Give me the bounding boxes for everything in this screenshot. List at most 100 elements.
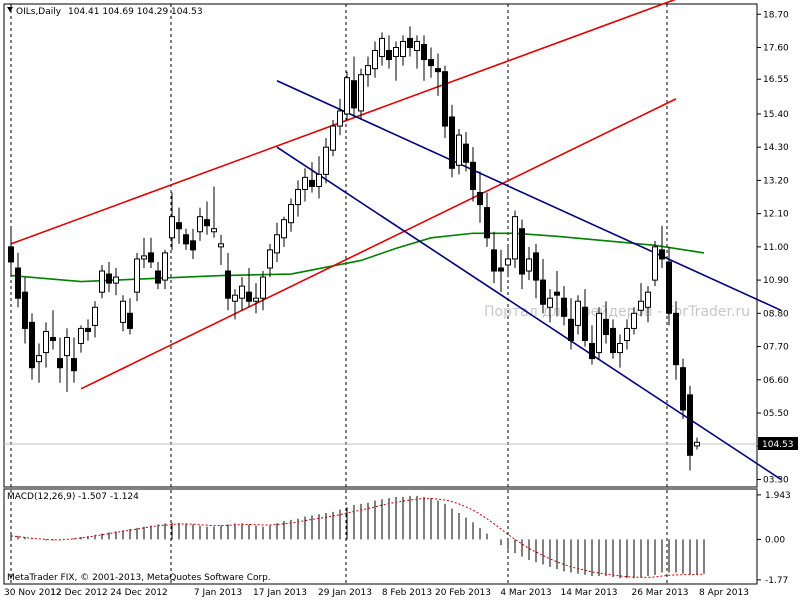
candle-body (694, 441, 700, 447)
candle-body (162, 252, 168, 281)
date-tick-label: 14 Mar 2013 (560, 588, 617, 598)
candle-body (50, 336, 56, 341)
macd-tick-label: 1.943 (765, 491, 791, 501)
candle-body (505, 258, 511, 266)
candle-body (71, 358, 77, 372)
candle-body (358, 74, 364, 112)
candle-body (687, 394, 693, 456)
blue-channel-lower (276, 146, 782, 481)
price-panel-frame (3, 3, 758, 488)
collapse-arrow-icon[interactable] (7, 7, 13, 12)
date-tick-label: 29 Jan 2013 (318, 588, 372, 598)
copyright: MetaTrader FIX, © 2001-2013, MetaQuotes … (7, 573, 271, 583)
candle-body (680, 367, 686, 411)
candle-body (15, 267, 21, 299)
price-tick-label: 08.80 (763, 309, 789, 319)
candle-body (232, 294, 238, 302)
candle-body (309, 179, 315, 187)
price-tick-label: 10.90 (763, 276, 789, 286)
candle-body (379, 37, 385, 58)
candle-body (246, 291, 252, 302)
macd-label: MACD(12,26,9) (7, 492, 75, 502)
date-tick-label: 8 Feb 2013 (382, 588, 432, 598)
candle-body (204, 219, 210, 227)
candle-body (554, 291, 560, 296)
date-tick-label: 26 Mar 2013 (631, 588, 688, 598)
candle-body (134, 258, 140, 293)
candle-body (456, 134, 462, 166)
candle-body (477, 191, 483, 206)
candle-body (155, 270, 161, 284)
candle-body (260, 276, 266, 299)
price-tick-label: 15.40 (763, 110, 789, 120)
candle-body (330, 125, 336, 151)
candle-body (610, 327, 616, 354)
candle-body (652, 246, 658, 281)
candle-body (316, 173, 322, 187)
candle-body (365, 65, 371, 76)
candle-body (659, 249, 665, 260)
watermark: Портал для трейдеров - ForTrader.ru (484, 304, 750, 320)
candle-body (449, 116, 455, 169)
candle-body (106, 273, 112, 284)
price-tick-label: 05.50 (763, 409, 789, 419)
candle-body (407, 37, 413, 48)
macd-signal-line (10, 498, 705, 578)
price-tick-label: 13.20 (763, 176, 789, 186)
candle-body (8, 246, 14, 263)
candle-body (225, 270, 231, 299)
candle-body (323, 146, 329, 175)
candle-body (127, 312, 133, 329)
candle-body (239, 285, 245, 299)
candle-body (351, 80, 357, 109)
price-tick-label: 12.10 (763, 210, 789, 220)
macd-tick-label: -1.77 (765, 576, 788, 586)
candle-body (533, 252, 539, 281)
candle-body (288, 204, 294, 224)
candle-body (596, 312, 602, 354)
candle-body (540, 279, 546, 305)
macd-histogram (10, 495, 705, 579)
candle-body (582, 306, 588, 341)
candle-body (645, 291, 651, 308)
candle-body (463, 143, 469, 163)
candle-body (120, 300, 126, 323)
price-tick-label: 16.55 (763, 75, 789, 85)
symbol-label: OILs,Daily (16, 7, 62, 17)
candle-body (547, 297, 553, 308)
candle-body (484, 207, 490, 239)
candle-body (673, 312, 679, 366)
date-tick-label: 12 Dec 2012 (50, 588, 108, 598)
date-tick-label: 8 Apr 2013 (699, 588, 749, 598)
date-tick-label: 7 Jan 2013 (194, 588, 242, 598)
candle-body (631, 312, 637, 329)
candle-body (85, 327, 91, 332)
date-tick-label: 20 Feb 2013 (435, 588, 491, 598)
candle-body (442, 71, 448, 127)
candle-body (295, 188, 301, 206)
candle-body (176, 222, 182, 230)
candle-body (561, 297, 567, 317)
price-tick-label: 11.00 (763, 243, 789, 253)
trend-channels (10, 0, 782, 481)
red-channel-upper (10, 0, 677, 245)
price-tick-label: 18.70 (763, 10, 789, 20)
candle-body (519, 228, 525, 275)
candle-body (344, 77, 350, 115)
price-tick-label: 06.60 (763, 376, 789, 386)
candle-body (603, 318, 609, 335)
candle-body (575, 300, 581, 326)
candle-body (99, 270, 105, 293)
candle-body (386, 50, 392, 61)
date-tick-label: 24 Dec 2012 (110, 588, 168, 598)
candle-body (36, 355, 42, 363)
date-tick-label: 17 Jan 2013 (253, 588, 307, 598)
candle-body (421, 43, 427, 61)
candle-body (393, 46, 399, 58)
candles (8, 26, 700, 471)
macd-axis: 1.943 0.00 -1.77 (757, 491, 791, 586)
candle-body (183, 234, 189, 245)
date-tick-label: 4 Mar 2013 (500, 588, 551, 598)
